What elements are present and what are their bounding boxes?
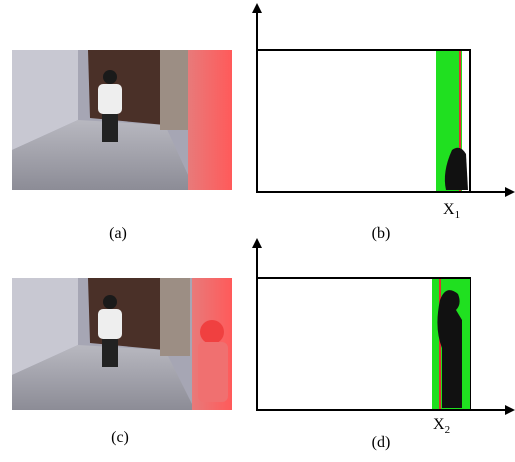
plot-b [257,8,510,192]
photo-a [12,50,232,190]
axis-mark-subscript: 1 [455,209,461,221]
axis-mark-text: X [443,201,455,218]
panel-label: (c) [111,429,129,446]
axis-mark: X2 [433,416,450,436]
figure: (a) (b) (c) (d) X1 X2 [0,0,515,462]
photo-c [12,278,232,410]
axis-mark-text: X [433,416,445,433]
plot-d [257,243,510,410]
panel-label: (a) [109,225,127,242]
axis-mark: X1 [443,201,460,221]
panel-label: (b) [372,225,391,242]
panel-label: (d) [372,434,391,451]
axis-mark-subscript: 2 [445,424,451,436]
